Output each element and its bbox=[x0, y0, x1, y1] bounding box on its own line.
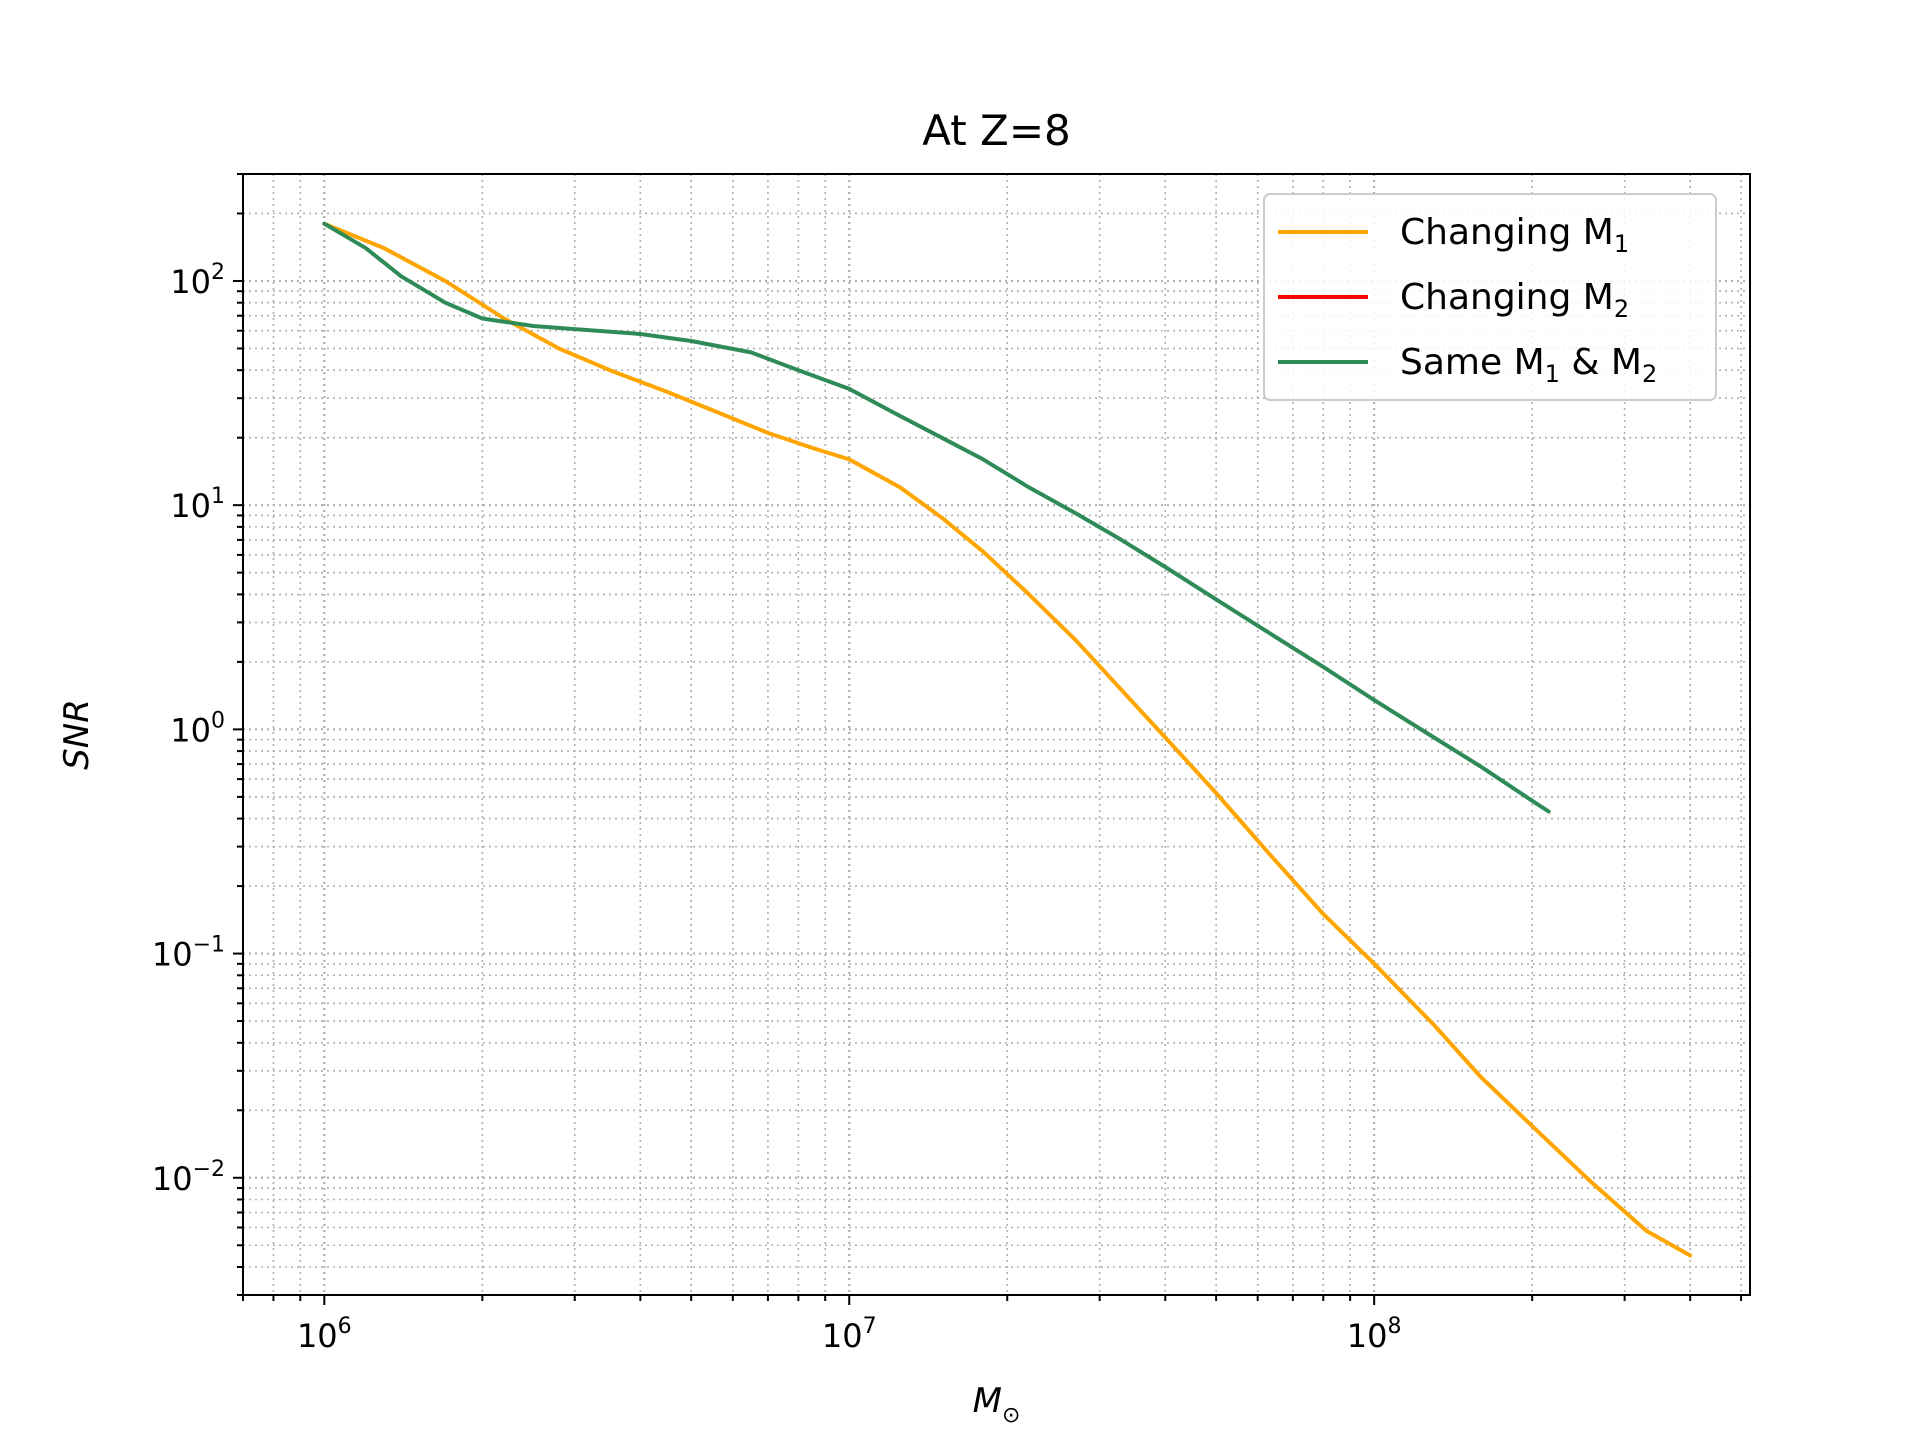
legend-label-subscript: 1 bbox=[1614, 230, 1629, 258]
x-tick-label-exponent: 6 bbox=[338, 1314, 352, 1339]
y-tick-label-exponent: 2 bbox=[211, 260, 225, 285]
series-line-3 bbox=[322, 221, 1551, 814]
legend-label-subscript: 2 bbox=[1614, 295, 1629, 323]
y-tick-label: 101 bbox=[170, 484, 225, 525]
x-tick-label-exponent: 8 bbox=[1388, 1314, 1402, 1339]
y-tick-label-exponent: −1 bbox=[193, 933, 225, 958]
y-tick-label-base: 10 bbox=[170, 263, 211, 301]
x-tick-label-exponent: 7 bbox=[863, 1314, 877, 1339]
y-tick-label-base: 10 bbox=[170, 487, 211, 525]
legend-label-subscript: 1 bbox=[1545, 360, 1560, 388]
x-tick-label-base: 10 bbox=[822, 1317, 863, 1355]
x-axis-label: M⊙ bbox=[973, 1381, 1021, 1428]
x-axis-label-text: M bbox=[973, 1381, 1002, 1421]
legend-label-text: Changing M bbox=[1400, 277, 1614, 318]
x-tick-label: 108 bbox=[1347, 1314, 1402, 1355]
legend-label-subscript: 2 bbox=[1642, 360, 1657, 388]
x-axis-label-subscript: ⊙ bbox=[1002, 1403, 1020, 1428]
y-tick-label: 102 bbox=[170, 260, 225, 301]
y-tick-label-base: 10 bbox=[152, 1160, 193, 1198]
y-tick-label-exponent: 1 bbox=[211, 484, 225, 509]
legend-label-text: Changing M bbox=[1400, 212, 1614, 253]
x-tick-label: 106 bbox=[297, 1314, 352, 1355]
y-tick-label: 10−1 bbox=[152, 933, 225, 974]
legend-label: Changing M1 bbox=[1400, 212, 1629, 258]
legend-label-text: Same M bbox=[1400, 342, 1545, 383]
x-tick-label-base: 10 bbox=[297, 1317, 338, 1355]
y-tick-label: 100 bbox=[170, 708, 225, 749]
legend-label: Same M1 & M2 bbox=[1400, 342, 1657, 388]
y-tick-label-exponent: −2 bbox=[193, 1157, 225, 1182]
legend-box bbox=[1263, 193, 1717, 401]
y-tick-label: 10−2 bbox=[152, 1157, 225, 1198]
legend-label-suffix: & M bbox=[1560, 342, 1642, 383]
plot-area-frame bbox=[242, 173, 1751, 1296]
y-tick-label-base: 10 bbox=[152, 936, 193, 974]
chart-title: At Z=8 bbox=[922, 106, 1071, 155]
x-tick-label-base: 10 bbox=[1347, 1317, 1388, 1355]
legend-label: Changing M2 bbox=[1400, 277, 1629, 323]
y-axis-label: SNR bbox=[57, 699, 97, 770]
x-tick-label: 107 bbox=[822, 1314, 877, 1355]
series-line-1 bbox=[322, 221, 1693, 1258]
y-tick-label-exponent: 0 bbox=[211, 708, 225, 733]
y-tick-label-base: 10 bbox=[170, 711, 211, 749]
series-layer bbox=[322, 221, 1693, 1258]
